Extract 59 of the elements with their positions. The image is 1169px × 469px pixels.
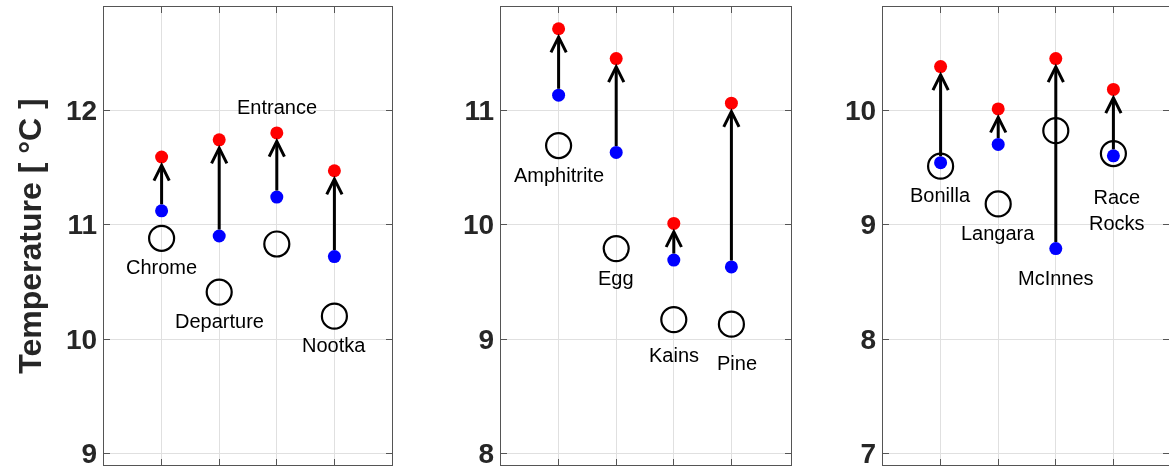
point [609, 52, 623, 66]
point [212, 133, 226, 147]
y-tick-label: 9 [860, 209, 877, 241]
y-tick-label: 8 [478, 438, 495, 469]
point [270, 190, 284, 204]
point [724, 96, 738, 110]
point [991, 137, 1005, 151]
x-tick-label: Egg [598, 267, 634, 289]
x-tick-label: McInnes [1018, 267, 1094, 289]
point [667, 253, 681, 267]
y-tick-label: 12 [66, 94, 98, 126]
x-tick-label: Langara [961, 222, 1036, 244]
y-tick-label: 9 [478, 323, 495, 355]
point [991, 102, 1005, 116]
point [320, 302, 348, 330]
point [545, 131, 573, 160]
point [934, 60, 948, 74]
point [552, 22, 566, 36]
point [1042, 117, 1070, 145]
point [1106, 82, 1120, 96]
y-tick-label: 10 [66, 323, 98, 355]
point [602, 235, 630, 263]
point [927, 152, 955, 180]
point [1049, 242, 1063, 256]
point [270, 126, 284, 140]
y-tick-label: 8 [860, 323, 877, 355]
x-tick-label: Chrome [126, 256, 198, 278]
y-tick-label: 7 [860, 438, 877, 469]
point [212, 229, 226, 243]
point [263, 230, 291, 258]
point [552, 88, 566, 102]
point [155, 150, 169, 164]
y-tick-label: 9 [81, 438, 98, 469]
x-tick-label: Amphitrite [514, 164, 605, 186]
point [717, 310, 745, 338]
point [1049, 52, 1063, 66]
point [327, 164, 341, 178]
point [609, 145, 623, 159]
x-tick-label: Pine [717, 352, 758, 374]
y-axis-title: Temperature [ °C ] [12, 98, 49, 374]
point [660, 305, 688, 334]
x-tick-label: Bonilla [910, 184, 971, 206]
point [724, 260, 738, 274]
point [667, 216, 681, 230]
point [155, 204, 169, 218]
y-tick-label: 10 [845, 94, 877, 126]
point [148, 224, 176, 252]
y-tick-label: 11 [67, 209, 98, 241]
y-tick-label: 10 [463, 209, 495, 241]
x-tick-label: Kains [649, 344, 700, 366]
y-tick-label: 11 [464, 94, 495, 126]
x-tick-label: Race Rocks [1089, 186, 1145, 234]
point [1099, 139, 1127, 168]
point [205, 278, 233, 306]
x-tick-label: Nootka [302, 334, 367, 356]
x-tick-label: Departure [175, 310, 264, 332]
point [327, 250, 341, 264]
x-tick-label: Entrance [237, 96, 318, 118]
point [984, 190, 1012, 218]
